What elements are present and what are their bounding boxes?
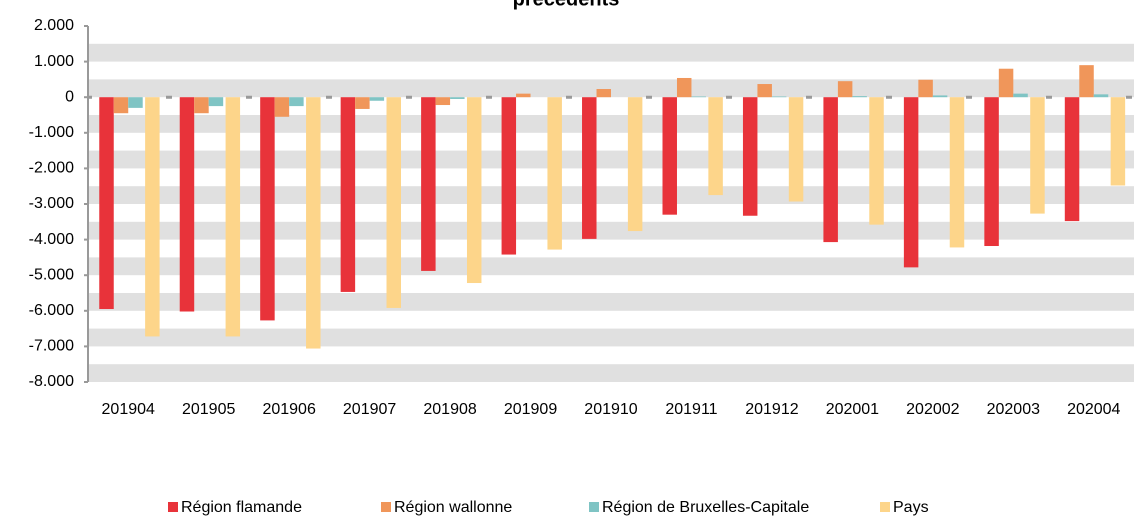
y-tick-label: -7.000 bbox=[29, 338, 74, 355]
x-tick-label: 202003 bbox=[987, 401, 1040, 418]
legend-label: Région de Bruxelles-Capitale bbox=[602, 499, 809, 516]
bar bbox=[1093, 94, 1109, 98]
grid-band bbox=[88, 364, 1134, 382]
x-tick-label: 202004 bbox=[1067, 401, 1120, 418]
grid-band bbox=[88, 257, 1134, 276]
bar bbox=[99, 97, 114, 310]
legend-swatch bbox=[381, 502, 391, 512]
bar bbox=[194, 97, 209, 114]
x-tick-label: 201906 bbox=[262, 401, 315, 418]
bar bbox=[289, 97, 304, 107]
bar bbox=[984, 97, 999, 247]
bar bbox=[225, 97, 241, 337]
x-tick-label: 201908 bbox=[423, 401, 476, 418]
bar bbox=[1013, 93, 1028, 98]
legend-label: Pays bbox=[893, 499, 929, 516]
grid-band bbox=[88, 186, 1134, 204]
x-tick-label: 201907 bbox=[343, 401, 396, 418]
chart-title: précédents bbox=[513, 0, 620, 10]
bar bbox=[435, 97, 451, 106]
y-tick-label: 0 bbox=[65, 88, 74, 105]
y-tick-label: 2.000 bbox=[34, 17, 74, 34]
bar bbox=[516, 93, 531, 98]
grid-band bbox=[88, 43, 1134, 62]
grid-band bbox=[88, 79, 1134, 98]
bar bbox=[691, 96, 706, 98]
legend-label: Région flamande bbox=[181, 499, 302, 516]
bar bbox=[918, 79, 933, 98]
y-tick-label: -6.000 bbox=[29, 302, 74, 319]
x-tick-label: 201909 bbox=[504, 401, 557, 418]
grid-band bbox=[88, 328, 1134, 347]
bar bbox=[340, 97, 356, 292]
bar bbox=[260, 97, 275, 321]
bar bbox=[306, 97, 321, 349]
y-tick-label: -5.000 bbox=[29, 266, 74, 283]
grid-band bbox=[88, 150, 1134, 169]
bar bbox=[757, 84, 772, 98]
bar bbox=[208, 97, 224, 107]
bar bbox=[823, 97, 838, 243]
bar bbox=[1110, 97, 1126, 186]
bar bbox=[852, 96, 867, 98]
bar bbox=[627, 97, 643, 232]
legend-swatch bbox=[880, 502, 890, 512]
bar bbox=[582, 97, 597, 239]
bar bbox=[145, 97, 160, 337]
x-tick-label: 201911 bbox=[665, 401, 717, 418]
bar bbox=[421, 97, 436, 271]
legend-label: Région wallonne bbox=[394, 499, 512, 516]
y-tick-label: -4.000 bbox=[29, 231, 74, 248]
bar bbox=[128, 97, 143, 108]
grid-band bbox=[88, 221, 1134, 240]
bar bbox=[386, 97, 401, 308]
x-tick-label: 202001 bbox=[826, 401, 879, 418]
x-tick-label: 201912 bbox=[745, 401, 798, 418]
bar bbox=[1064, 97, 1080, 222]
bar bbox=[949, 97, 965, 248]
bar bbox=[113, 97, 129, 114]
bar bbox=[932, 95, 948, 98]
bar bbox=[742, 97, 758, 216]
bar bbox=[903, 97, 919, 268]
y-tick-label: -3.000 bbox=[29, 195, 74, 212]
grid-band bbox=[88, 293, 1134, 311]
y-tick-label: -1.000 bbox=[29, 124, 74, 141]
legend-swatch bbox=[168, 502, 178, 512]
bar bbox=[1079, 65, 1094, 98]
bar bbox=[788, 97, 804, 202]
bar bbox=[450, 97, 465, 99]
x-tick-label: 201910 bbox=[584, 401, 637, 418]
bar bbox=[466, 97, 482, 284]
bar bbox=[501, 97, 517, 255]
grid-band bbox=[88, 115, 1134, 133]
bar bbox=[837, 81, 853, 98]
bar bbox=[998, 68, 1014, 98]
bar bbox=[355, 97, 370, 109]
bar bbox=[869, 97, 884, 225]
bar bbox=[596, 89, 611, 98]
y-tick-label: -8.000 bbox=[29, 373, 74, 390]
bar bbox=[179, 97, 195, 312]
x-tick-label: 201904 bbox=[102, 401, 155, 418]
x-tick-label: 202002 bbox=[906, 401, 959, 418]
bar bbox=[708, 97, 723, 196]
y-tick-label: -2.000 bbox=[29, 160, 74, 177]
legend-swatch bbox=[589, 502, 599, 512]
bar bbox=[662, 97, 677, 215]
bar bbox=[547, 97, 562, 250]
bar bbox=[676, 77, 692, 98]
y-tick-label: 1.000 bbox=[34, 53, 74, 70]
bar bbox=[274, 97, 290, 117]
bar bbox=[771, 96, 787, 98]
bar bbox=[1030, 97, 1045, 214]
bar bbox=[369, 97, 385, 101]
x-tick-label: 201905 bbox=[182, 401, 235, 418]
